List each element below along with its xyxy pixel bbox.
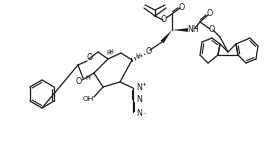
Text: O: O bbox=[87, 53, 93, 61]
Polygon shape bbox=[160, 30, 172, 43]
Text: H: H bbox=[86, 75, 90, 81]
Text: O: O bbox=[161, 14, 167, 24]
Text: O: O bbox=[179, 3, 185, 11]
Text: OH: OH bbox=[82, 96, 94, 102]
Text: N: N bbox=[136, 95, 142, 104]
Text: O: O bbox=[209, 24, 215, 34]
Text: ⁻: ⁻ bbox=[142, 112, 146, 118]
Polygon shape bbox=[172, 28, 188, 32]
Text: O: O bbox=[207, 10, 213, 19]
Text: N: N bbox=[136, 82, 142, 92]
Text: N: N bbox=[136, 109, 142, 117]
Text: H: H bbox=[107, 50, 111, 56]
Text: NH: NH bbox=[187, 26, 199, 34]
Text: H: H bbox=[109, 49, 114, 55]
Text: O: O bbox=[76, 77, 82, 85]
Text: O: O bbox=[146, 47, 152, 56]
Text: +: + bbox=[141, 82, 146, 87]
Text: H: H bbox=[136, 53, 140, 59]
